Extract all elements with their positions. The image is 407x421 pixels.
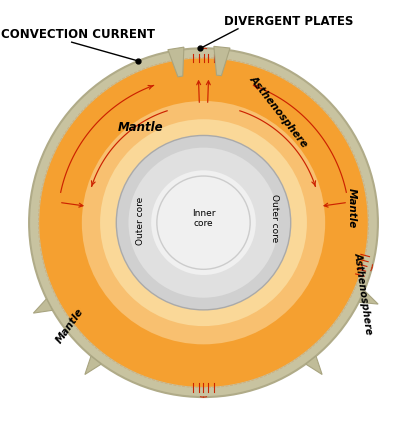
Text: Outer core: Outer core [270,195,279,243]
Circle shape [29,48,378,397]
Text: Mantle: Mantle [54,307,85,346]
Circle shape [157,176,250,269]
Circle shape [100,119,307,326]
Circle shape [129,148,278,298]
Circle shape [116,136,291,310]
Polygon shape [306,356,322,375]
Polygon shape [359,290,378,304]
Text: Asthenosphere: Asthenosphere [247,73,310,149]
Text: Asthenosphere: Asthenosphere [353,252,374,336]
Text: Mantle: Mantle [346,188,357,229]
Polygon shape [33,299,53,313]
Text: CONVECTION CURRENT: CONVECTION CURRENT [1,27,155,40]
Text: Inner
core: Inner core [192,209,215,228]
Circle shape [151,171,256,275]
Text: Mantle: Mantle [118,121,164,134]
Circle shape [82,101,325,344]
Text: Outer core: Outer core [136,197,145,245]
Polygon shape [168,47,184,77]
Text: DIVERGENT PLATES: DIVERGENT PLATES [224,16,353,28]
Polygon shape [214,46,230,76]
Polygon shape [85,356,101,375]
Circle shape [39,59,368,387]
